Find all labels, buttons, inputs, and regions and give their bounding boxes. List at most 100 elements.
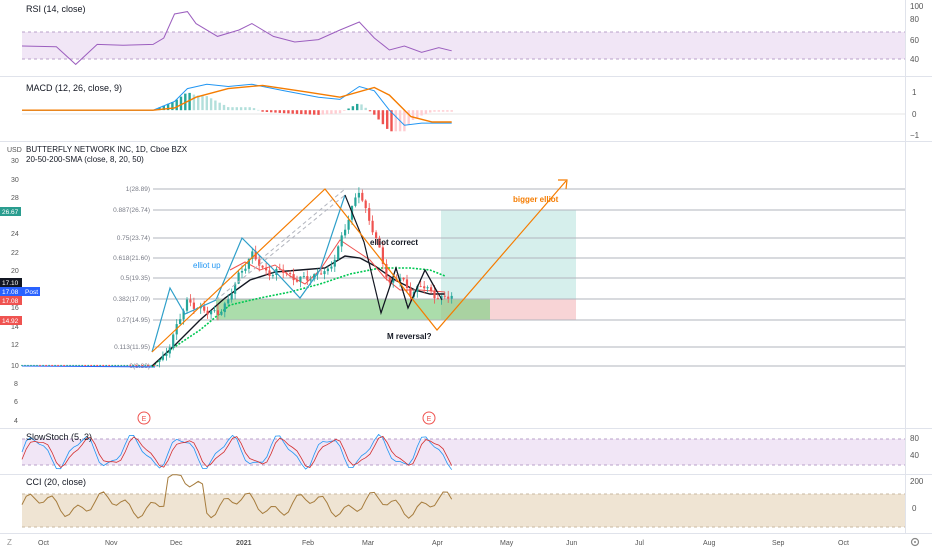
macd-hist-bar <box>411 110 415 120</box>
macd-tick-0: 0 <box>912 110 917 119</box>
profit-zone <box>441 210 576 299</box>
candle-body <box>237 272 240 284</box>
macd-hist-bar <box>248 107 251 111</box>
macd-hist-bar <box>381 110 385 125</box>
candle-body <box>114 364 116 367</box>
candle-body <box>371 220 374 233</box>
candle-body <box>258 259 261 266</box>
candle-body <box>213 310 216 312</box>
macd-hist-bar <box>321 110 324 115</box>
candle-body <box>48 364 50 367</box>
event-marker-1[interactable]: E <box>137 411 151 425</box>
price-tag-post-label: Post <box>25 289 38 296</box>
candle-body <box>75 364 77 367</box>
candle-body <box>192 302 195 309</box>
price-tick-28: 28 <box>11 195 19 202</box>
candle-body <box>388 277 391 283</box>
candle-body <box>223 303 226 313</box>
macd-histogram <box>158 92 453 132</box>
macd-hist-bar <box>261 110 264 112</box>
macd-hist-bar <box>416 110 419 118</box>
zoom-icon[interactable]: Z <box>7 538 12 547</box>
candle-body <box>337 246 340 260</box>
candle-body <box>405 279 409 288</box>
macd-hist-bar <box>429 110 432 113</box>
candle-body <box>416 286 419 292</box>
fib-label-05: 0.5(19.35) <box>120 275 150 282</box>
price-tick-8: 8 <box>14 381 18 388</box>
bigger-elliot-annotation: bigger elliot <box>513 195 559 204</box>
macd-hist-bar <box>295 110 299 114</box>
macd-hist-bar <box>270 110 273 113</box>
price-tag-last: 17.10 <box>0 278 22 287</box>
macd-hist-bar <box>278 110 281 113</box>
macd-hist-bar <box>330 110 333 114</box>
candle-body <box>361 192 364 201</box>
cci-panel: CCI (20, close) 200 0 <box>21 474 924 528</box>
candle-body <box>206 310 209 315</box>
fib-labels: 1(28.89) 0.887(26.74) 0.75(23.74) 0.618(… <box>113 186 150 370</box>
candle-body <box>347 219 350 230</box>
event-marker-2[interactable]: E <box>422 411 436 425</box>
candle-body <box>216 310 219 315</box>
time-label-sep: Sep <box>772 540 785 547</box>
macd-hist-bar <box>441 110 445 112</box>
macd-hist-bar <box>222 104 226 111</box>
candle-body <box>364 200 367 209</box>
candle-body <box>230 293 233 300</box>
dashed-trendline-2 <box>215 194 346 301</box>
candle-body <box>135 364 138 367</box>
candle-body <box>102 364 104 367</box>
macd-hist-bar <box>218 102 221 111</box>
macd-hist-bar <box>231 107 234 111</box>
support-zone <box>216 299 490 320</box>
candle-body <box>189 299 192 303</box>
panel-separators <box>0 0 932 534</box>
settings-gear-icon[interactable] <box>910 537 920 547</box>
price-tag-entry: 17.08 <box>0 296 22 305</box>
macd-hist-bar <box>308 110 312 115</box>
price-tick-30: 30 <box>11 177 19 184</box>
candle-body <box>87 364 89 367</box>
candle-body <box>27 364 29 367</box>
candle-body <box>172 334 175 348</box>
macd-hist-bar <box>257 109 260 111</box>
fib-label-0618: 0.618(21.60) <box>113 255 150 262</box>
macd-hist-bar <box>227 107 230 111</box>
macd-hist-bar <box>394 110 397 132</box>
stoch-tick-80: 80 <box>910 434 919 443</box>
fib-label-0887: 0.887(26.74) <box>113 207 150 214</box>
macd-hist-bar <box>205 96 208 111</box>
elliot-up-wave <box>151 194 346 353</box>
candle-body <box>433 290 436 299</box>
cci-tick-0: 0 <box>912 504 917 513</box>
macd-hist-bar <box>175 99 178 111</box>
candle-body <box>450 295 453 299</box>
candle-body <box>320 273 323 275</box>
price-panel: 1(28.89) 0.887(26.74) 0.75(23.74) 0.618(… <box>0 145 905 425</box>
price-tick-24: 24 <box>11 231 19 238</box>
price-tag-target-text: 26.67 <box>2 209 19 216</box>
macd-hist-bar <box>192 94 196 111</box>
macd-hist-bar <box>386 110 389 129</box>
candle-body <box>326 268 329 272</box>
sma-50-line <box>151 267 446 368</box>
candle-body <box>120 364 123 367</box>
candle-body <box>132 364 135 367</box>
candle-body <box>39 364 41 367</box>
candle-body <box>378 238 381 248</box>
macd-hist-bar <box>351 106 355 111</box>
price-tick-10: 10 <box>11 363 19 370</box>
candle-body <box>57 364 59 367</box>
macd-hist-bar <box>239 107 243 111</box>
candle-body <box>302 276 305 277</box>
price-tick-22: 22 <box>11 250 19 257</box>
bigger-elliot-wave <box>151 180 567 353</box>
price-tag-post-text: 17.08 <box>2 289 19 296</box>
m-reversal-pattern <box>380 266 443 314</box>
candle-body <box>333 259 336 267</box>
time-label-aug: Aug <box>703 540 716 547</box>
candle-body <box>220 312 223 315</box>
time-label-apr: Apr <box>432 540 444 547</box>
time-label-may: May <box>500 540 514 547</box>
